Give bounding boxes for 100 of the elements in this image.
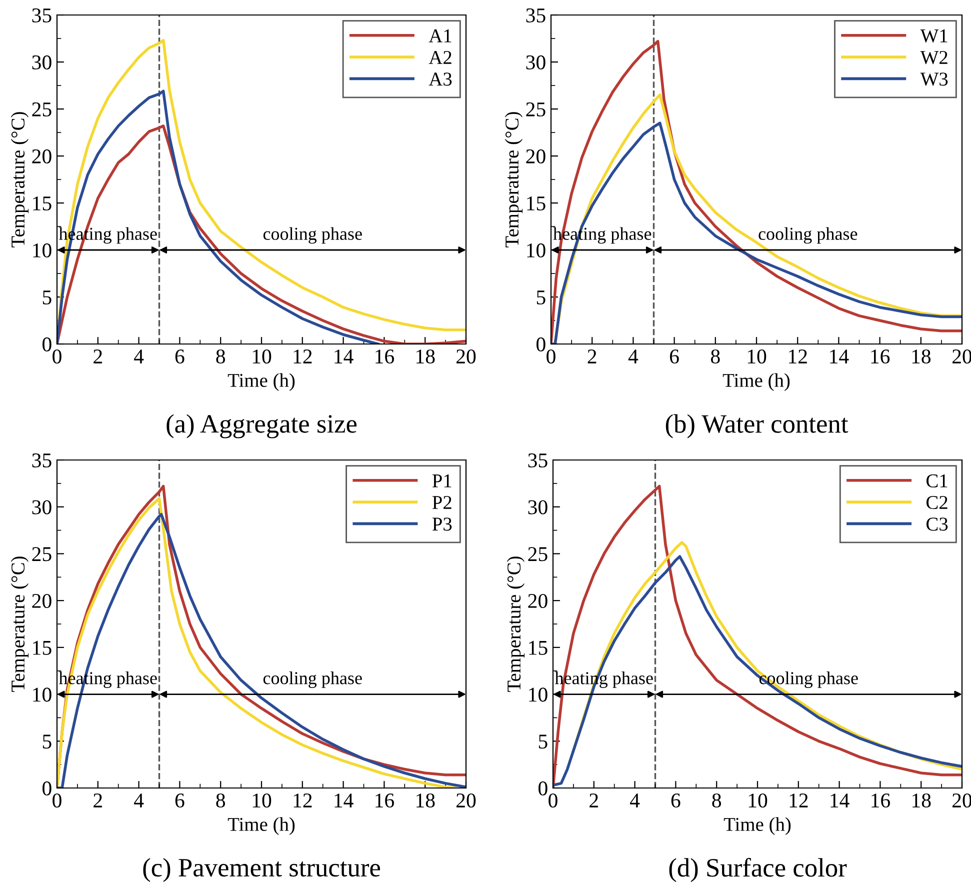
x-tick-label: 14: [334, 794, 354, 808]
y-tick-label: 30: [32, 500, 52, 514]
y-tick-label: 25: [32, 102, 52, 116]
x-tick-label: 2: [94, 350, 102, 364]
x-tick-label: 12: [294, 794, 312, 808]
legend-label: A3: [428, 72, 452, 86]
y-tick-label: 20: [32, 149, 52, 164]
y-axis-title: Temperature (°C): [504, 112, 523, 248]
x-tick-label: 16: [376, 350, 394, 364]
x-tick-label: 16: [872, 794, 890, 808]
y-tick-label: 35: [528, 453, 548, 468]
x-tick-label: 4: [630, 794, 640, 808]
x-tick-label: 12: [790, 794, 808, 808]
legend-label: A2: [428, 50, 452, 64]
y-tick-label: 20: [32, 594, 52, 608]
x-tick-label: 6: [175, 794, 184, 808]
x-tick-label: 8: [712, 793, 722, 808]
x-tick-label: 16: [871, 350, 890, 364]
y-tick-label: 35: [32, 8, 52, 22]
x-tick-label: 8: [216, 349, 226, 364]
x-tick-label: 10: [748, 349, 766, 364]
x-tick-label: 10: [252, 349, 272, 364]
x-tick-label: 18: [912, 793, 931, 808]
x-tick-label: 4: [134, 350, 144, 364]
y-tick-label: 25: [528, 547, 548, 562]
legend-label: P1: [432, 474, 452, 488]
legend-label: A1: [428, 29, 452, 42]
x-tick-label: 14: [830, 350, 849, 364]
legend-label: W1: [920, 29, 948, 43]
x-tick-label: 6: [670, 350, 679, 364]
x-tick-label: 14: [334, 350, 354, 364]
y-tick-label: 15: [33, 196, 52, 210]
x-tick-label: 8: [710, 349, 720, 364]
y-tick-label: 20: [526, 149, 546, 164]
x-tick-label: 16: [376, 794, 394, 808]
y-tick-label: 0: [536, 337, 546, 352]
x-tick-label: 18: [416, 793, 435, 808]
x-tick-label: 8: [216, 793, 226, 808]
y-tick-label: 5: [538, 734, 548, 749]
legend-label: C3: [926, 518, 948, 531]
y-tick-label: 25: [526, 102, 546, 116]
x-tick-label: 12: [294, 350, 312, 364]
y-tick-label: 30: [526, 55, 546, 70]
text: (a) Aggregate size: [166, 414, 357, 438]
x-tick-label: 20: [456, 349, 476, 364]
x-tick-label: 0: [52, 793, 62, 808]
y-axis-title: Temperature (°C): [10, 112, 29, 248]
x-tick-label: 4: [134, 794, 144, 808]
y-tick-label: 15: [529, 640, 548, 655]
x-tick-label: 2: [590, 794, 598, 808]
x-tick-label: 2: [94, 794, 102, 808]
x-tick-label: 14: [830, 794, 850, 808]
y-tick-label: 30: [528, 500, 548, 514]
text: (d) Surface color: [669, 858, 847, 882]
y-tick-label: 20: [528, 594, 548, 608]
x-tick-label: 12: [789, 350, 807, 364]
y-tick-label: 5: [536, 290, 546, 304]
y-tick-label: 15: [527, 196, 546, 210]
x-tick-label: 10: [748, 793, 768, 808]
text: (c) Pavement structure: [143, 858, 380, 882]
x-tick-label: 6: [175, 350, 184, 364]
y-tick-label: 15: [33, 640, 52, 655]
y-tick-label: 5: [42, 290, 52, 304]
annotation: cooling phase: [758, 227, 858, 244]
x-axis-title: Time (h): [228, 373, 295, 391]
x-axis-title: Time (h): [722, 373, 790, 391]
legend-label: P2: [432, 496, 452, 509]
y-tick-label: 5: [42, 734, 52, 749]
y-tick-label: 10: [33, 243, 52, 258]
x-tick-label: 4: [628, 350, 638, 364]
x-axis-title: Time (h): [724, 817, 791, 835]
y-tick-label: 10: [527, 243, 546, 258]
x-tick-label: 10: [252, 793, 272, 808]
y-tick-label: 10: [529, 688, 548, 702]
y-tick-label: 0: [42, 337, 52, 352]
legend-label: W2: [920, 50, 948, 64]
x-tick-label: 2: [588, 350, 596, 364]
annotation: cooling phase: [263, 227, 362, 244]
legend-label: W3: [920, 72, 948, 86]
legend-label: C1: [926, 474, 948, 488]
x-tick-label: 0: [52, 349, 62, 364]
y-tick-label: 35: [32, 453, 52, 468]
y-axis-title: Temperature (°C): [506, 556, 525, 692]
x-tick-label: 6: [671, 794, 680, 808]
y-tick-label: 10: [33, 688, 52, 702]
y-tick-label: 35: [526, 8, 546, 22]
x-tick-label: 18: [416, 349, 435, 364]
y-tick-label: 30: [32, 55, 52, 70]
y-axis-title: Temperature (°C): [10, 556, 29, 692]
legend-label: C2: [926, 496, 948, 510]
line-series: [57, 90, 380, 344]
annotation: cooling phase: [263, 672, 362, 688]
x-tick-label: 20: [456, 793, 476, 808]
x-tick-label: 0: [548, 793, 558, 808]
text: (b) Water content: [666, 414, 848, 438]
legend-label: P3: [432, 518, 452, 531]
y-tick-label: 0: [42, 781, 52, 796]
x-tick-label: 18: [912, 349, 931, 364]
y-tick-label: 0: [538, 781, 548, 796]
x-axis-title: Time (h): [228, 817, 295, 835]
